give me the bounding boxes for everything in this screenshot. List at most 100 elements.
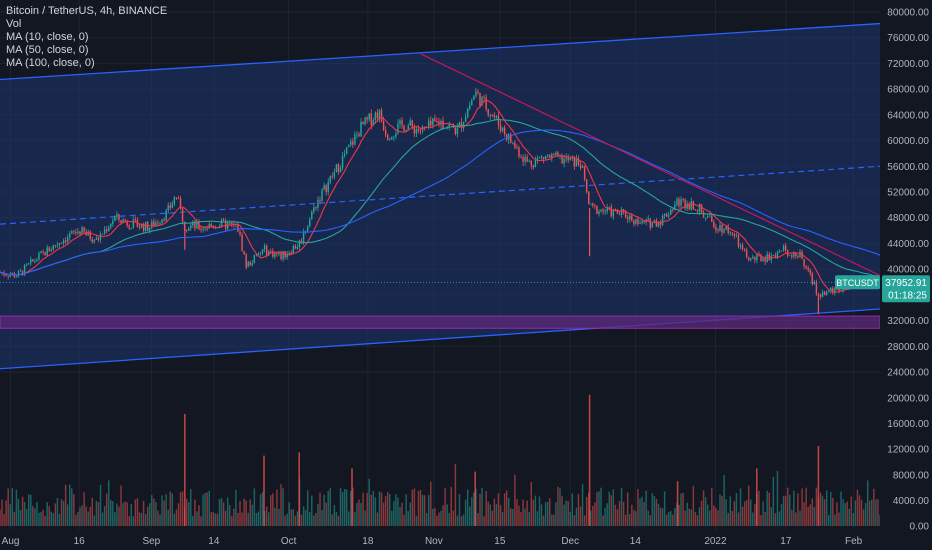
volume-bar	[473, 492, 475, 526]
candle-body	[407, 125, 409, 131]
volume-bar	[362, 492, 364, 526]
volume-bar	[516, 499, 518, 526]
volume-bar	[854, 500, 857, 526]
candle-body	[378, 110, 381, 119]
volume-bar	[245, 500, 247, 526]
volume-bar	[840, 491, 842, 526]
candle-body	[93, 239, 96, 243]
volume-bar	[378, 491, 381, 526]
volume-bar	[198, 505, 200, 526]
legend-ma100: MA (100, close, 0)	[6, 57, 95, 69]
candle-body	[493, 115, 496, 118]
volume-bar	[309, 512, 311, 526]
chart-legend: Bitcoin / TetherUS, 4h, BINANCE Vol MA (…	[6, 5, 167, 70]
volume-bar	[237, 512, 239, 526]
candle-body	[247, 261, 249, 267]
volume-bar	[13, 511, 16, 526]
candle-body	[501, 127, 504, 131]
candle-body	[259, 252, 262, 254]
volume-bar	[317, 504, 319, 526]
candle-body	[731, 232, 734, 234]
candle-body	[520, 156, 522, 158]
volume-bar-spike	[676, 481, 679, 526]
channel-upper-line	[0, 22, 881, 81]
volume-bar	[668, 512, 670, 526]
volume-bar	[768, 492, 770, 526]
candle-body	[354, 134, 356, 145]
volume-bar	[809, 504, 811, 526]
volume-bar	[319, 492, 321, 526]
volume-bar	[23, 502, 26, 526]
volume-bar	[108, 480, 110, 526]
candle-body	[702, 212, 705, 218]
volume-bar	[616, 509, 619, 526]
candle-body	[834, 288, 836, 293]
volume-bar	[780, 503, 783, 526]
ma50-line	[0, 118, 881, 278]
volume-bar	[345, 489, 348, 526]
candle-body	[282, 251, 284, 260]
volume-bar	[428, 494, 430, 526]
candle-body	[368, 113, 370, 120]
candle-body	[323, 185, 325, 190]
volume-bar	[366, 493, 368, 526]
volume-bar	[5, 500, 7, 526]
volume-bar	[292, 509, 295, 526]
volume-bar	[83, 492, 85, 526]
candle-body	[122, 219, 124, 223]
volume-bar	[698, 507, 701, 526]
volume-bar	[830, 491, 832, 526]
candle-body	[325, 185, 327, 193]
candle-body	[386, 134, 389, 140]
volume-bar	[161, 495, 163, 526]
volume-bar	[643, 501, 645, 526]
candle-body	[672, 209, 674, 211]
price-axis-bg	[880, 0, 932, 550]
candle-body	[389, 139, 391, 141]
volume-bar	[725, 499, 727, 526]
volume-bar	[518, 505, 520, 526]
volume-bar	[540, 504, 543, 526]
volume-bar	[233, 508, 235, 526]
volume-bar	[481, 488, 483, 526]
volume-bar	[36, 502, 38, 526]
candle-body	[40, 251, 42, 254]
candle-body	[813, 282, 816, 285]
candle-body	[434, 118, 436, 122]
volume-bar	[645, 490, 647, 526]
candle-body	[688, 203, 690, 210]
volume-bar	[832, 497, 834, 526]
volume-bar	[140, 512, 143, 526]
volume-bar-spike	[756, 468, 758, 526]
candle-body	[126, 221, 128, 226]
candle-body	[454, 127, 457, 135]
volume-bar	[434, 507, 436, 526]
volume-bar	[877, 499, 879, 526]
volume-bar	[510, 508, 512, 526]
candle-body	[399, 120, 401, 124]
volume-bar-spike	[351, 468, 353, 526]
candle-body	[52, 245, 55, 250]
volume-bar	[856, 489, 859, 526]
volume-bar	[711, 487, 713, 526]
candle-body	[75, 231, 77, 233]
candle-body	[784, 245, 787, 251]
candle-body	[44, 251, 46, 256]
volume-bar	[487, 501, 489, 526]
volume-bar	[372, 491, 375, 526]
volume-bar	[159, 514, 161, 526]
volume-bars	[0, 394, 881, 526]
volume-bar	[799, 510, 801, 526]
candle-body	[345, 147, 348, 155]
price-candles	[0, 87, 881, 315]
volume-bar	[505, 490, 508, 526]
candle-body	[239, 231, 241, 235]
candle-body	[750, 258, 752, 261]
volume-bar	[382, 502, 385, 526]
candle-body	[391, 137, 393, 140]
candle-body	[159, 222, 161, 224]
volume-bar	[101, 512, 104, 526]
volume-bar	[663, 491, 666, 526]
volume-bar	[624, 514, 627, 526]
